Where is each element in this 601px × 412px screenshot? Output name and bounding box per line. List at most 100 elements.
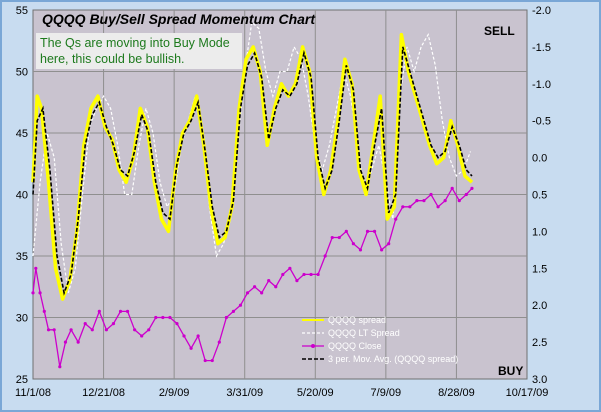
close-point xyxy=(63,340,68,344)
x-tick-label: 3/31/09 xyxy=(226,387,263,399)
close-point xyxy=(302,272,306,277)
close-point xyxy=(175,322,179,326)
close-point xyxy=(344,229,348,233)
y-left-tick-label: 55 xyxy=(16,5,28,17)
close-point xyxy=(34,266,38,270)
x-tick-label: 7/9/09 xyxy=(371,387,402,399)
close-point xyxy=(394,217,398,221)
axis-layer: 11/1/08 12/21/08 2/9/09 3/31/09 5/20/09 7/9/0… xyxy=(15,5,551,399)
close-point xyxy=(309,272,313,277)
close-point xyxy=(365,229,370,233)
close-point xyxy=(224,315,228,320)
series-3-per-mov-avg-qqqq-spread xyxy=(32,46,473,296)
close-point xyxy=(436,205,440,209)
close-point xyxy=(323,254,327,258)
legend-label: QQQQ spread xyxy=(328,315,386,325)
y-right-tick-label: 0.5 xyxy=(532,190,547,202)
close-point xyxy=(182,334,186,338)
close-point xyxy=(168,315,172,320)
close-point xyxy=(133,328,137,332)
chart-title: QQQQ Buy/Sell Spread Momentum Chart xyxy=(42,11,316,27)
close-point xyxy=(372,229,377,233)
close-point xyxy=(260,291,264,295)
close-point xyxy=(245,291,250,295)
close-point xyxy=(90,328,94,332)
close-point xyxy=(464,192,468,197)
close-point xyxy=(203,358,207,363)
close-point xyxy=(31,291,35,295)
legend: QQQQ spread QQQQ LT Spread QQQQ Close 3 per… xyxy=(302,315,458,364)
y-right-tick-label: 1.5 xyxy=(532,263,547,275)
close-point xyxy=(295,279,299,283)
close-point xyxy=(470,186,474,190)
close-point xyxy=(58,365,62,369)
y-right-tick-label: -1.5 xyxy=(532,42,551,54)
close-point xyxy=(104,328,108,332)
y-left-tick-label: 25 xyxy=(16,374,28,386)
close-point xyxy=(422,199,426,203)
close-point xyxy=(457,199,461,203)
x-tick-label: 2/9/09 xyxy=(159,387,190,399)
close-point xyxy=(69,328,73,332)
close-point xyxy=(358,248,363,252)
close-point xyxy=(281,272,285,277)
close-point xyxy=(52,328,56,332)
y-right-tick-label: -2.0 xyxy=(532,5,551,17)
x-tick-label: 11/1/08 xyxy=(15,387,51,399)
close-point xyxy=(217,340,221,344)
y-right-tick-label: -1.0 xyxy=(532,79,551,91)
y-right-tick-label: 2.0 xyxy=(532,300,547,312)
close-point xyxy=(408,205,412,209)
close-point xyxy=(387,242,391,246)
close-point xyxy=(147,328,151,332)
legend-swatch-marker xyxy=(311,344,315,348)
x-tick-label: 12/21/08 xyxy=(82,387,125,399)
series-qqqq-spread xyxy=(31,32,474,301)
series-layer xyxy=(31,21,474,369)
y-right-tick-label: 1.0 xyxy=(532,226,547,238)
y-left-tick-label: 45 xyxy=(16,128,28,140)
close-point xyxy=(450,186,454,190)
close-point xyxy=(316,272,320,277)
y-left-tick-label: 40 xyxy=(16,190,28,202)
close-point xyxy=(154,315,158,320)
close-point xyxy=(140,334,144,338)
close-point xyxy=(288,266,292,270)
legend-label: 3 per. Mov. Avg. (QQQQ spread) xyxy=(328,354,458,364)
close-point xyxy=(118,309,123,313)
close-point xyxy=(330,235,334,240)
y-left-tick-label: 50 xyxy=(16,67,28,79)
close-point xyxy=(267,279,271,283)
close-point xyxy=(76,340,80,344)
annotation-box: The Qs are moving into Buy Mode here, th… xyxy=(36,33,242,69)
close-point xyxy=(337,235,341,240)
y-left-tick-label: 35 xyxy=(16,251,28,263)
close-point xyxy=(83,322,87,326)
close-point xyxy=(125,309,130,313)
close-point xyxy=(46,328,51,332)
close-point xyxy=(189,346,193,350)
close-point xyxy=(196,334,200,338)
close-point xyxy=(351,242,355,246)
close-point xyxy=(415,199,419,203)
y-left-tick-label: 30 xyxy=(16,313,28,325)
close-point xyxy=(231,309,236,313)
close-point xyxy=(42,309,46,313)
close-point xyxy=(161,315,165,320)
y-right-tick-label: 0.0 xyxy=(532,153,547,165)
close-point xyxy=(429,192,433,197)
x-tick-label: 10/17/09 xyxy=(506,387,549,399)
close-point xyxy=(97,309,101,313)
sell-label: SELL xyxy=(484,24,515,38)
buy-label: BUY xyxy=(498,364,524,378)
close-point xyxy=(238,303,243,307)
x-tick-label: 8/28/09 xyxy=(438,387,475,399)
close-point xyxy=(252,285,257,289)
x-tick-label: 5/20/09 xyxy=(297,387,334,399)
y-right-tick-label: -0.5 xyxy=(532,116,551,128)
legend-label: QQQQ Close xyxy=(328,341,382,351)
close-point xyxy=(111,322,116,326)
y-right-tick-label: 3.0 xyxy=(532,374,547,386)
close-point xyxy=(443,199,447,203)
